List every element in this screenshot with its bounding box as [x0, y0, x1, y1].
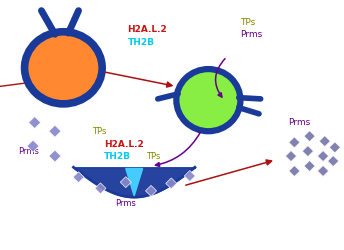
Polygon shape [29, 116, 41, 128]
Text: H2A.L.2: H2A.L.2 [127, 25, 167, 34]
FancyArrowPatch shape [216, 59, 225, 97]
Text: TPs: TPs [146, 152, 160, 161]
Polygon shape [166, 178, 177, 189]
Ellipse shape [176, 69, 240, 131]
Polygon shape [146, 186, 157, 196]
Polygon shape [49, 150, 61, 162]
Text: TPs: TPs [92, 127, 106, 136]
Polygon shape [289, 166, 300, 176]
Text: H2A.L.2: H2A.L.2 [104, 140, 143, 148]
Polygon shape [302, 146, 313, 156]
Polygon shape [120, 177, 131, 188]
FancyArrowPatch shape [155, 132, 200, 166]
Polygon shape [95, 183, 106, 194]
Polygon shape [73, 172, 84, 183]
Polygon shape [304, 160, 315, 172]
Text: TPs: TPs [240, 18, 256, 27]
Text: Prms: Prms [18, 147, 39, 156]
Polygon shape [286, 150, 297, 162]
Text: Prms: Prms [240, 30, 263, 39]
Polygon shape [329, 142, 341, 153]
Text: TH2B: TH2B [127, 38, 154, 47]
Text: Prms: Prms [288, 118, 310, 128]
Polygon shape [318, 150, 329, 162]
Text: Prms: Prms [115, 199, 136, 208]
Polygon shape [289, 137, 300, 148]
Polygon shape [184, 170, 195, 181]
Polygon shape [49, 125, 61, 137]
Polygon shape [319, 136, 330, 147]
Polygon shape [126, 168, 143, 196]
Polygon shape [304, 131, 315, 142]
Text: TH2B: TH2B [104, 152, 131, 161]
Ellipse shape [24, 32, 102, 104]
Polygon shape [327, 156, 339, 166]
Polygon shape [318, 166, 329, 176]
Polygon shape [27, 140, 39, 152]
